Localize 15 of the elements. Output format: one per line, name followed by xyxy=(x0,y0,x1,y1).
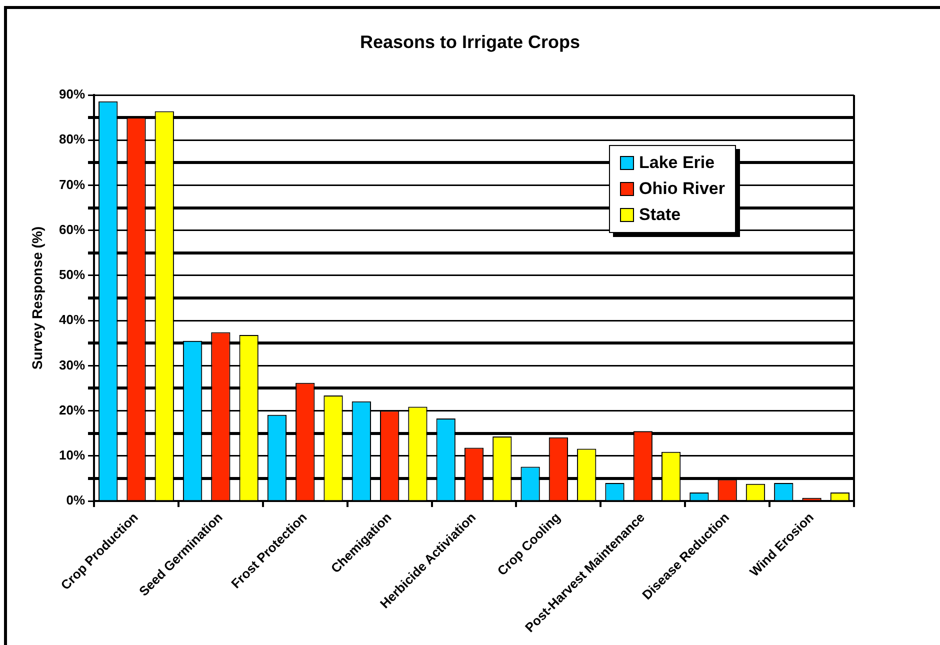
y-tick-label: 0% xyxy=(66,492,86,508)
y-axis-title: Survey Response (%) xyxy=(29,226,45,370)
y-tick-label: 90% xyxy=(58,86,86,102)
y-tick-label: 20% xyxy=(58,402,86,418)
legend-label: Lake Erie xyxy=(639,152,715,174)
y-tick-label: 60% xyxy=(58,222,86,237)
y-tick-label: 30% xyxy=(58,357,86,372)
y-tick-label: 70% xyxy=(58,176,86,192)
y-tick-label: 80% xyxy=(58,132,86,147)
y-tick-label: 40% xyxy=(58,312,86,328)
legend-label: Ohio River xyxy=(639,178,725,200)
chart-title: Reasons to Irrigate Crops xyxy=(360,32,580,52)
legend-label: State xyxy=(639,204,681,226)
y-tick-label: 10% xyxy=(58,447,86,462)
y-tick-label: 50% xyxy=(58,267,86,282)
